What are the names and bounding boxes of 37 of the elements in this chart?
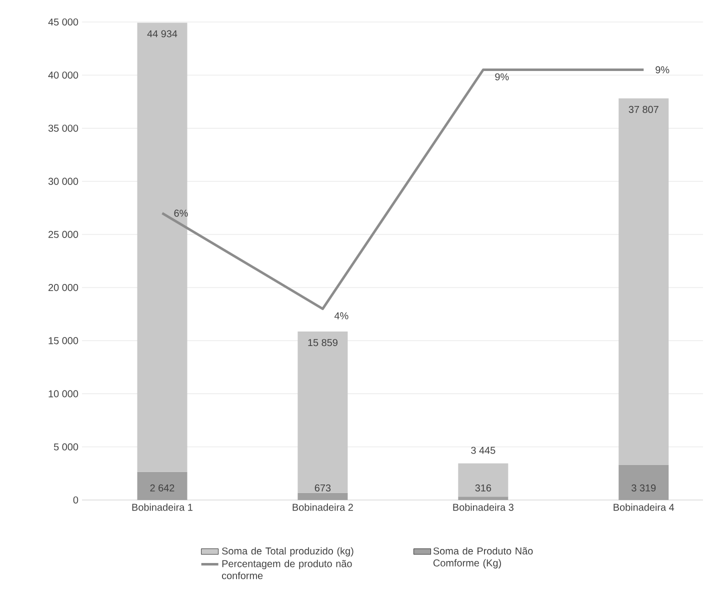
total-label: 37 807 [628,106,658,113]
data-label: 6% [174,210,188,217]
data-label: 9% [656,66,670,74]
y-tick-label: 15 000 [48,337,78,344]
data-label: 673 [314,484,331,492]
bar [458,496,508,500]
legend-label: Soma de Total produzido (kg) [222,547,354,556]
y-tick-label: 0 [73,496,78,504]
y-tick-label: 5 000 [54,443,78,450]
total-label: 44 934 [147,30,178,38]
bar [618,98,669,465]
x-tick-label: Bobinadeira 2 [292,504,353,511]
bar [137,472,188,500]
total-label: 15 859 [308,339,338,346]
legend-label: Soma de Produto Não Comforme (Kg) [433,547,533,568]
x-tick-label: Bobinadeira 1 [132,504,192,511]
y-tick-label: 25 000 [48,230,78,238]
y-tick-label: 30 000 [48,178,78,185]
x-tick-label: Bobinadeira 4 [614,504,674,511]
bar [298,492,348,500]
bar [298,332,348,493]
y-tick-label: 45 000 [48,18,78,26]
data-label: 2 642 [150,484,174,492]
y-tick-label: 35 000 [48,124,78,132]
y-tick-label: 40 000 [48,72,78,79]
bar [618,464,669,500]
data-label: 4% [334,312,348,320]
bar [137,22,188,472]
total-label: 3 445 [471,446,496,454]
legend-label: Percentagem de produto não conforme [222,560,352,580]
y-tick-label: 10 000 [48,390,78,398]
x-tick-label: Bobinadeira 3 [453,504,514,511]
data-label: 9% [495,73,509,80]
data-label: 3 319 [632,484,656,492]
data-label: 316 [475,484,492,492]
bar [458,463,508,497]
y-tick-label: 20 000 [48,284,78,292]
